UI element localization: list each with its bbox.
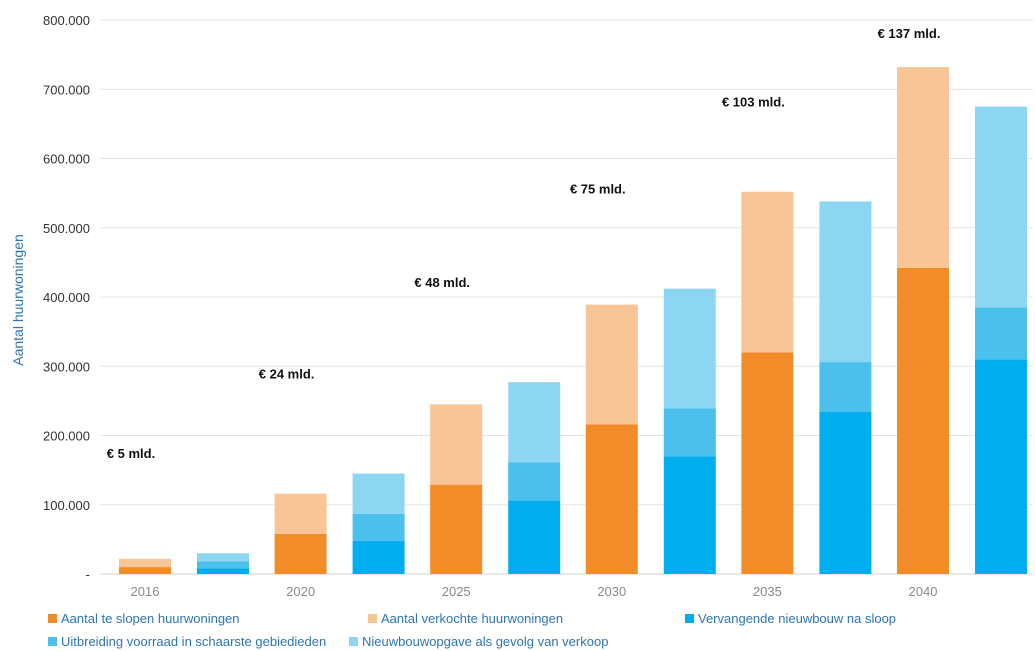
bar-segment [897,267,949,574]
y-tick-label: 400.000 [43,290,90,305]
bar-segment [663,456,716,574]
cost-annotation: € 137 mld. [878,26,941,41]
legend-swatch [349,637,358,646]
bar-segment [975,359,1027,574]
x-tick-label: 2020 [286,584,315,599]
y-axis-label: Aantal huurwoningen [10,234,26,366]
bar-segment [741,352,794,574]
bar-segment [663,288,716,409]
legend-item-new-build: Nieuwbouwopgave als gevolg van verkoop [349,634,608,649]
legend-label: Vervangende nieuwbouw na sloop [698,611,897,626]
legend-label: Nieuwbouwopgave als gevolg van verkoop [362,634,609,649]
x-axis-ticks: 2016 2020 2025 2030 2035 2040 [131,584,938,599]
y-tick-label: 700.000 [43,82,90,97]
bar-segment [119,558,171,568]
cost-annotation: € 75 mld. [570,182,626,197]
bar-segment [352,513,405,541]
y-tick-label: 300.000 [43,359,90,374]
legend-swatch [368,614,377,623]
cost-annotation: € 103 mld. [722,94,785,109]
bar-segment [897,67,949,268]
y-tick-label: 800.000 [43,13,90,28]
legend-swatch [48,614,57,623]
bar-segment [819,362,872,412]
bar-segment [352,473,405,514]
bar-segment [819,411,872,574]
legend-item-sold: Aantal verkochte huurwoningen [368,611,563,626]
bar-segment [352,540,405,574]
legend-label: Aantal te slopen huurwoningen [61,611,240,626]
y-tick-label: - [86,567,90,582]
bar-segment [197,568,249,574]
x-tick-label: 2025 [442,584,471,599]
legend-swatch [48,637,57,646]
x-tick-label: 2016 [131,584,160,599]
y-tick-label: 200.000 [43,429,90,444]
x-tick-label: 2030 [597,584,626,599]
bar-segment [508,382,561,463]
bar-segment [430,404,483,485]
x-tick-label: 2040 [909,584,938,599]
bar-segment [975,106,1027,308]
cost-annotation: € 5 mld. [107,446,155,461]
legend-item-demolish: Aantal te slopen huurwoningen [48,611,240,626]
bar-segment [197,553,249,562]
y-tick-label: 600.000 [43,152,90,167]
cost-annotations: € 5 mld. € 24 mld. € 48 mld. € 75 mld. € 103… [107,26,941,461]
bars [119,67,1027,574]
legend-label: Uitbreiding voorraad in schaarste gebied… [61,634,327,649]
bar-segment [663,408,716,457]
bar-segment [274,533,327,574]
bar-segment [585,304,638,425]
bar-segment [430,484,483,574]
gridlines [100,19,1033,575]
bar-segment [975,307,1027,360]
legend-item-replacement: Vervangende nieuwbouw na sloop [685,611,896,626]
bar-segment [508,462,561,501]
x-tick-label: 2035 [753,584,782,599]
bar-segment [197,561,249,569]
bar-segment [508,500,561,574]
cost-annotation: € 24 mld. [259,367,315,382]
bar-segment [274,493,327,534]
legend-item-expansion: Uitbreiding voorraad in schaarste gebied… [48,634,326,649]
legend-swatch [685,614,694,623]
y-tick-label: 500.000 [43,221,90,236]
bar-segment [819,201,872,363]
legend-label: Aantal verkochte huurwoningen [381,611,564,626]
bar-segment [585,424,638,574]
cost-annotation: € 48 mld. [414,275,470,290]
bar-segment [741,191,794,353]
bar-segment [119,567,171,574]
y-tick-label: 100.000 [43,498,90,513]
y-axis-ticks: - 100.000 200.000 300.000 400.000 500.000 600.… [43,13,90,582]
